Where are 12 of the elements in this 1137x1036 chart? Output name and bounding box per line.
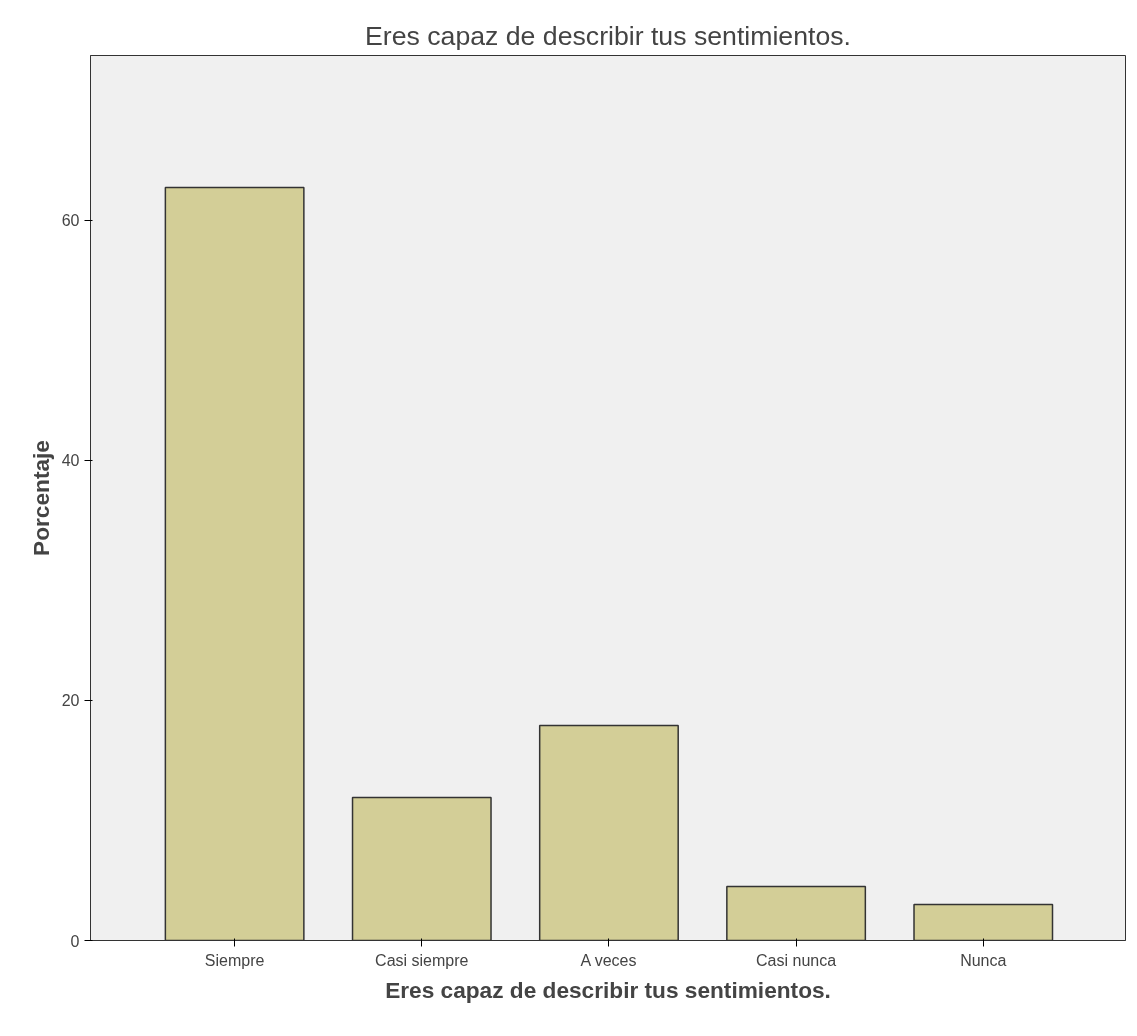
- chart-title: Eres capaz de describir tus sentimientos.: [365, 20, 851, 51]
- y-tick-label: 20: [61, 692, 80, 710]
- x-axis-title: Eres capaz de describir tus sentimientos.: [385, 976, 831, 1003]
- y-tick-label: 60: [61, 212, 80, 230]
- x-tick-label: A veces: [580, 951, 637, 969]
- x-tick-label: Casi siempre: [375, 951, 469, 969]
- x-tick-label: Casi nunca: [756, 951, 837, 969]
- x-tick-label: Siempre: [204, 951, 265, 969]
- y-axis-title: Porcentaje: [27, 440, 54, 556]
- y-tick-label: 40: [61, 452, 80, 470]
- y-tick-label: 0: [70, 932, 80, 950]
- x-tick-label: Nunca: [960, 951, 1007, 969]
